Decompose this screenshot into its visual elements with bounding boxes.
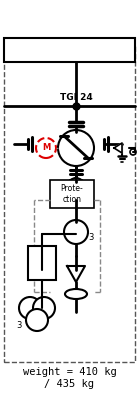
Bar [4, 38, 135, 62]
Text: 3: 3 [16, 322, 21, 330]
Circle shape [68, 178, 84, 194]
Circle shape [58, 130, 94, 166]
Text: weight = 410 kg
/ 435 kg: weight = 410 kg / 435 kg [23, 367, 116, 389]
Circle shape [26, 309, 48, 331]
Polygon shape [114, 143, 122, 153]
Text: 3: 3 [88, 232, 93, 242]
Text: M: M [42, 144, 50, 152]
Polygon shape [67, 266, 85, 282]
Ellipse shape [65, 289, 87, 299]
Circle shape [64, 220, 88, 244]
Text: TGI 24: TGI 24 [60, 93, 93, 102]
Bar [50, 180, 94, 208]
Text: Prote-
ction: Prote- ction [61, 184, 83, 204]
Circle shape [19, 297, 41, 319]
Bar [28, 246, 56, 280]
Circle shape [33, 297, 55, 319]
Bar [4, 46, 135, 362]
Circle shape [130, 149, 136, 155]
Circle shape [36, 138, 56, 158]
